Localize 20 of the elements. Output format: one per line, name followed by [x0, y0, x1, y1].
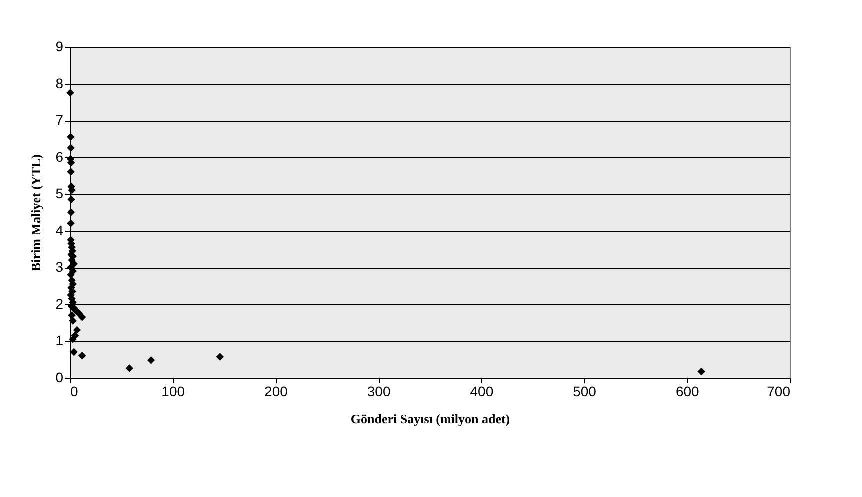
x-tick-label: 200 — [264, 384, 288, 400]
y-tick-label: 0 — [56, 370, 64, 386]
y-axis-title: Birim Maliyet (YTL) — [28, 154, 44, 272]
x-tick-label: 700 — [767, 384, 791, 400]
x-tick-label: 300 — [367, 384, 391, 400]
x-axis-title: Gönderi Sayısı (milyon adet) — [350, 412, 510, 426]
x-tick-label: 100 — [162, 384, 186, 400]
y-tick-label: 4 — [56, 222, 64, 238]
y-tick-label: 5 — [56, 186, 64, 202]
x-tick-label: 500 — [573, 384, 597, 400]
y-tick-label: 8 — [56, 75, 64, 92]
x-tick-label: 0 — [70, 384, 78, 400]
y-tick-label: 1 — [56, 332, 64, 349]
y-tick-label: 6 — [56, 148, 64, 165]
x-tick-label: 400 — [470, 384, 494, 400]
y-tick-label: 2 — [56, 296, 64, 312]
y-tick-label: 3 — [56, 259, 64, 276]
x-tick-label: 600 — [676, 384, 700, 400]
y-tick-label: 9 — [56, 38, 64, 54]
y-tick-label: 7 — [56, 112, 64, 128]
